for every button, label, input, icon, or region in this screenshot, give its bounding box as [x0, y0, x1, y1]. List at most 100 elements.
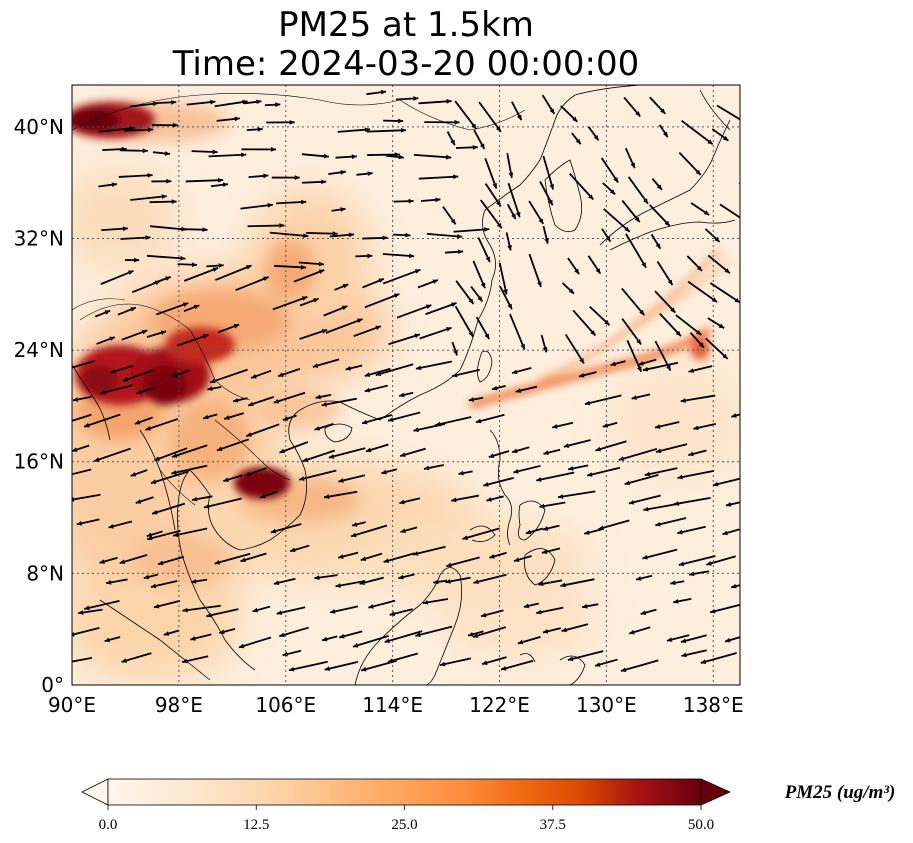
wind-arrow [364, 384, 388, 393]
wind-arrow [705, 337, 729, 360]
wind-arrow [351, 521, 366, 527]
wind-arrow [136, 386, 155, 395]
wind-arrow [472, 626, 507, 638]
wind-arrow [523, 602, 539, 609]
wind-arrow [100, 384, 133, 395]
wind-arrow [422, 598, 449, 605]
wind-arrow [183, 304, 200, 313]
wind-arrow [117, 306, 137, 316]
wind-arrow [528, 253, 542, 288]
wind-arrow [345, 364, 363, 371]
wind-arrow [560, 578, 595, 588]
wind-arrow [649, 204, 671, 227]
wind-arrow [423, 464, 444, 471]
wind-arrow [706, 555, 736, 566]
wind-arrow [104, 636, 121, 643]
wind-arrow [149, 199, 177, 205]
wind-arrow [445, 249, 464, 255]
wind-arrow [488, 450, 510, 459]
wind-arrow [578, 371, 597, 378]
wind-arrow [325, 318, 363, 334]
wind-arrow [689, 332, 705, 349]
wind-arrow [472, 260, 486, 289]
wind-arrow [72, 493, 101, 502]
wind-arrow [454, 305, 474, 338]
wind-arrow [569, 173, 594, 201]
wind-arrow [329, 605, 359, 614]
wind-arrow [561, 623, 589, 633]
colorbar-min-extend [81, 778, 109, 806]
wind-arrow [207, 386, 222, 391]
wind-arrow [451, 494, 480, 503]
wind-arrow [511, 446, 530, 454]
wind-arrow [130, 194, 167, 201]
wind-arrow [367, 152, 400, 157]
wind-arrow [745, 318, 765, 334]
wind-arrow [392, 232, 411, 238]
wind-arrow [266, 119, 295, 125]
wind-arrow [362, 278, 385, 289]
wind-arrow [99, 556, 118, 564]
wind-arrow [707, 317, 725, 329]
wind-arrow [252, 605, 271, 613]
wind-arrow [124, 257, 140, 263]
wind-arrow [282, 414, 297, 421]
wind-arrow [314, 574, 338, 580]
wind-arrow [100, 269, 134, 285]
wind-arrow [602, 421, 618, 428]
wind-arrow [584, 394, 622, 406]
lon-tick-label: 122°E [469, 693, 530, 717]
wind-arrow [315, 393, 332, 400]
wind-arrow [620, 659, 659, 672]
wind-arrow [312, 358, 340, 368]
wind-arrow [172, 527, 208, 538]
wind-arrow [415, 625, 453, 637]
wind-arrow [536, 606, 564, 615]
wind-arrow [98, 182, 118, 188]
wind-arrow [335, 580, 366, 588]
wind-arrow [331, 207, 346, 212]
lon-tick-label: 98°E [155, 693, 203, 717]
wind-arrow [324, 661, 359, 671]
wind-arrow [506, 203, 517, 220]
wind-arrow [500, 659, 534, 671]
wind-arrow [203, 497, 242, 509]
wind-arrow [273, 391, 306, 404]
wind-arrow [151, 502, 186, 515]
wind-arrow [399, 447, 426, 458]
wind-arrow [208, 152, 247, 158]
wind-arrow [152, 276, 172, 285]
wind-arrow [505, 232, 512, 251]
wind-arrow [557, 490, 596, 499]
wind-arrow [539, 181, 554, 206]
wind-arrow [509, 313, 526, 350]
wind-arrow [517, 635, 541, 645]
wind-arrow [109, 364, 134, 374]
wind-arrow [334, 283, 349, 291]
wind-arrow [513, 555, 532, 562]
lon-tick-label: 130°E [576, 693, 637, 717]
wind-arrow [453, 227, 490, 233]
wind-arrow [624, 147, 636, 169]
wind-arrow [143, 573, 158, 580]
wind-arrow [426, 232, 463, 239]
pm25-field [72, 85, 740, 685]
wind-arrow [186, 99, 216, 106]
wind-arrow [654, 421, 680, 429]
wind-arrow [586, 466, 621, 477]
wind-arrow [119, 148, 148, 154]
wind-arrow [690, 202, 710, 216]
wind-arrow [206, 608, 239, 618]
wind-arrow [244, 467, 267, 477]
wind-arrow [541, 94, 556, 115]
wind-arrow [259, 490, 279, 499]
lon-tick-label: 106°E [255, 693, 316, 717]
wind-arrow [247, 396, 274, 407]
wind-arrow [387, 652, 419, 663]
wind-arrow [323, 490, 358, 499]
wind-arrow [688, 365, 713, 373]
wind-arrow [480, 199, 503, 229]
wind-arrow [321, 635, 338, 642]
wind-arrow [356, 171, 373, 177]
wind-arrow [105, 578, 128, 585]
